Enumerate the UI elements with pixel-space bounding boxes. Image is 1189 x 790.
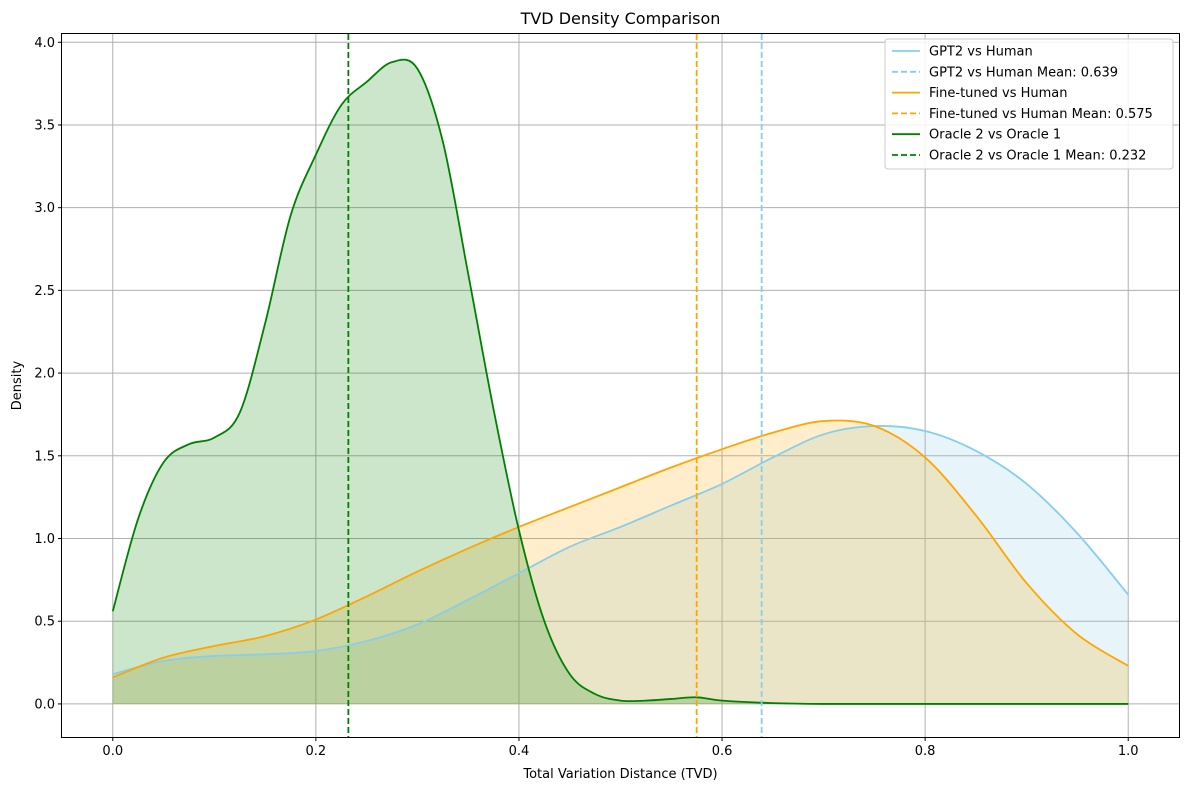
y-axis-title: Density <box>10 360 25 410</box>
legend-label: GPT2 vs Human <box>929 45 1033 60</box>
density-fill-1 <box>112 420 1129 704</box>
x-axis-ticks: 0.0 0.2 0.4 0.6 0.8 1.0 <box>102 737 1139 759</box>
legend-box <box>884 38 1174 170</box>
y-tick-label: 4.0 <box>34 36 55 51</box>
legend-label: Oracle 2 vs Oracle 1 Mean: 0.232 <box>929 149 1146 164</box>
mean-lines <box>347 34 763 737</box>
legend-label: Oracle 2 vs Oracle 1 <box>929 128 1061 143</box>
density-curve-2 <box>111 58 1129 705</box>
x-tick-label: 1.0 <box>1118 744 1139 759</box>
y-tick-label: 2.5 <box>34 284 55 299</box>
grid-lines <box>62 34 1179 737</box>
legend: GPT2 vs Human GPT2 vs Human Mean: 0.639 Fi… <box>884 38 1174 170</box>
density-fill-2 <box>112 59 1129 704</box>
x-axis-title: Total Variation Distance (TVD) <box>522 767 717 782</box>
y-axis-ticks: 0.0 0.5 1.0 1.5 2.0 2.5 3.0 3.5 4.0 <box>34 36 62 712</box>
x-tick-label: 0.6 <box>712 744 733 759</box>
y-tick-label: 3.5 <box>34 118 55 133</box>
y-tick-label: 2.0 <box>34 367 55 382</box>
y-tick-label: 3.0 <box>34 201 55 216</box>
x-tick-label: 0.0 <box>102 744 123 759</box>
y-tick-label: 1.5 <box>34 449 55 464</box>
density-curve-0 <box>112 425 1129 676</box>
legend-label: GPT2 vs Human Mean: 0.639 <box>929 65 1118 80</box>
x-tick-label: 0.2 <box>306 744 327 759</box>
x-tick-label: 0.8 <box>915 744 936 759</box>
y-tick-label: 1.0 <box>34 532 55 547</box>
density-curves <box>111 58 1129 705</box>
x-tick-label: 0.4 <box>509 744 530 759</box>
chart-title: TVD Density Comparison <box>520 9 721 28</box>
legend-label: Fine-tuned vs Human <box>929 86 1068 101</box>
y-tick-label: 0.0 <box>34 697 55 712</box>
density-fill-0 <box>112 425 1129 704</box>
density-fills <box>112 59 1129 704</box>
plot-frame <box>61 33 1180 738</box>
legend-label: Fine-tuned vs Human Mean: 0.575 <box>929 107 1153 122</box>
density-curve-1 <box>112 419 1129 679</box>
y-tick-label: 0.5 <box>34 615 55 630</box>
